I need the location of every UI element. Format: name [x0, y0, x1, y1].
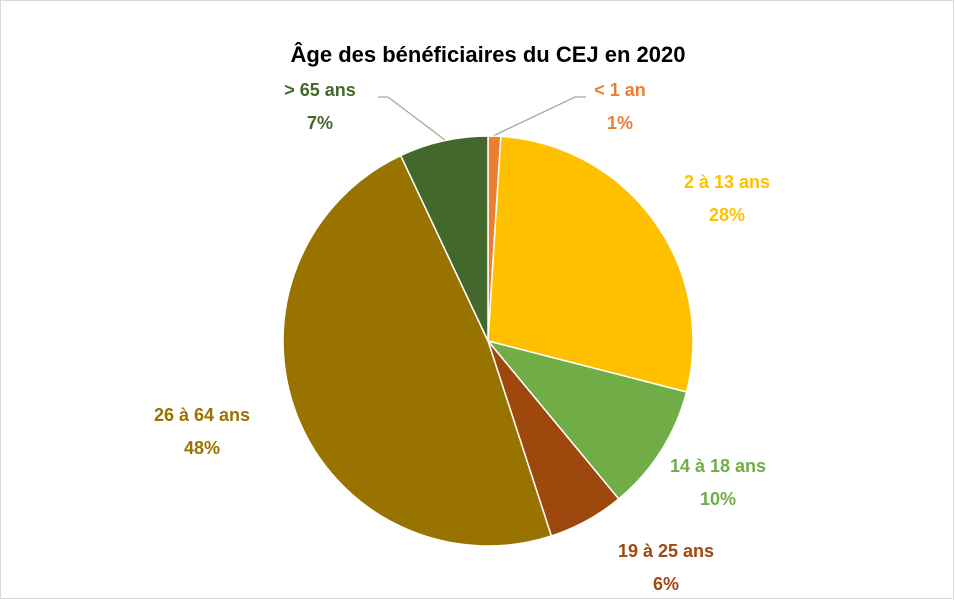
- slice-value-label: 48%: [184, 438, 220, 458]
- slice-label: 2 à 13 ans: [684, 172, 770, 192]
- slice-value-label: 1%: [607, 113, 633, 133]
- slice-value-label: 6%: [653, 574, 679, 594]
- pie-slice: [399, 135, 489, 342]
- pie-slice: [282, 154, 553, 547]
- slice-value-label: 10%: [700, 489, 736, 509]
- pie-slice: [485, 339, 688, 501]
- leader-line: [492, 96, 586, 137]
- slice-label: 19 à 25 ans: [618, 541, 714, 561]
- slice-label: 26 à 64 ans: [154, 405, 250, 425]
- leader-line: [378, 96, 446, 141]
- slice-label: 14 à 18 ans: [670, 456, 766, 476]
- slice-label: > 65 ans: [284, 80, 356, 100]
- slice-label: < 1 an: [594, 80, 646, 100]
- chart-title: Âge des bénéficiaires du CEJ en 2020: [291, 42, 686, 67]
- pie-slice: [487, 135, 694, 393]
- slice-value-label: 7%: [307, 113, 333, 133]
- slice-value-label: 28%: [709, 205, 745, 225]
